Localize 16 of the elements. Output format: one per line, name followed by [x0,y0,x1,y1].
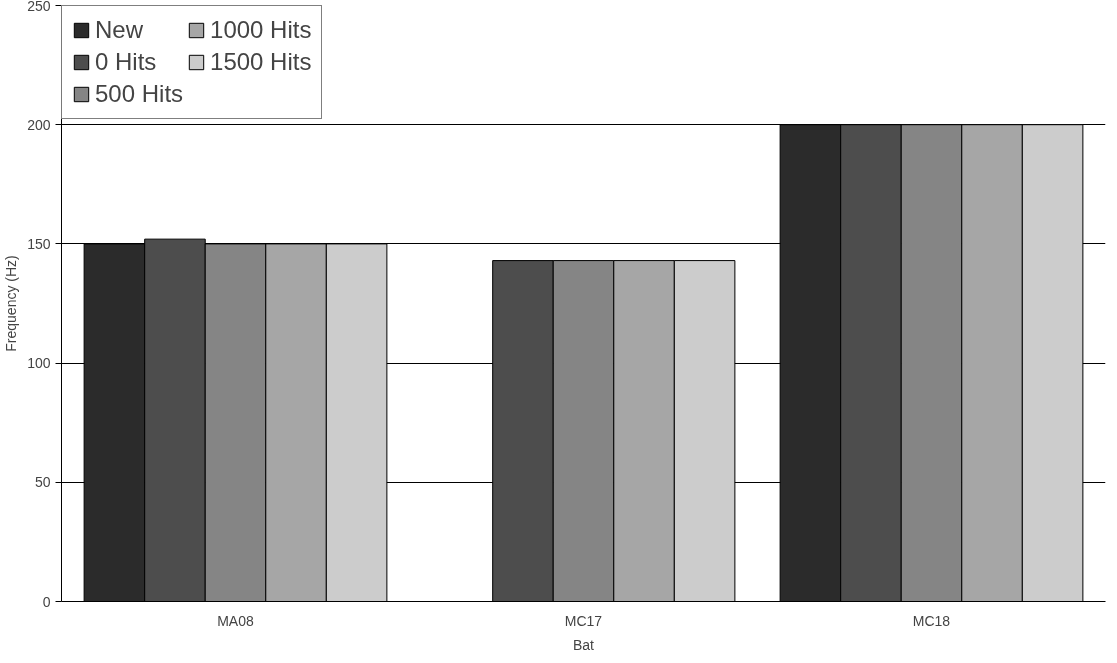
legend-label: New [95,16,144,44]
legend-label: 500 Hits [95,80,184,108]
y-tick-label: 200 [27,116,51,133]
legend-label: 0 Hits [95,48,157,76]
y-axis-title: Frequency (Hz) [3,255,20,352]
y-tick-label: 250 [27,0,51,14]
x-tick-label: MC17 [564,612,603,629]
y-tick-label: 50 [34,474,51,491]
y-tick-label: 150 [27,235,51,252]
y-tick-label: 100 [27,355,51,372]
legend-label: 1500 Hits [210,48,312,76]
x-tick-label: MA08 [217,612,254,629]
x-axis-title: Bat [572,636,595,653]
legend-label: 1000 Hits [210,16,312,44]
y-tick-label: 0 [42,593,51,610]
x-tick-label: MC18 [912,612,951,629]
